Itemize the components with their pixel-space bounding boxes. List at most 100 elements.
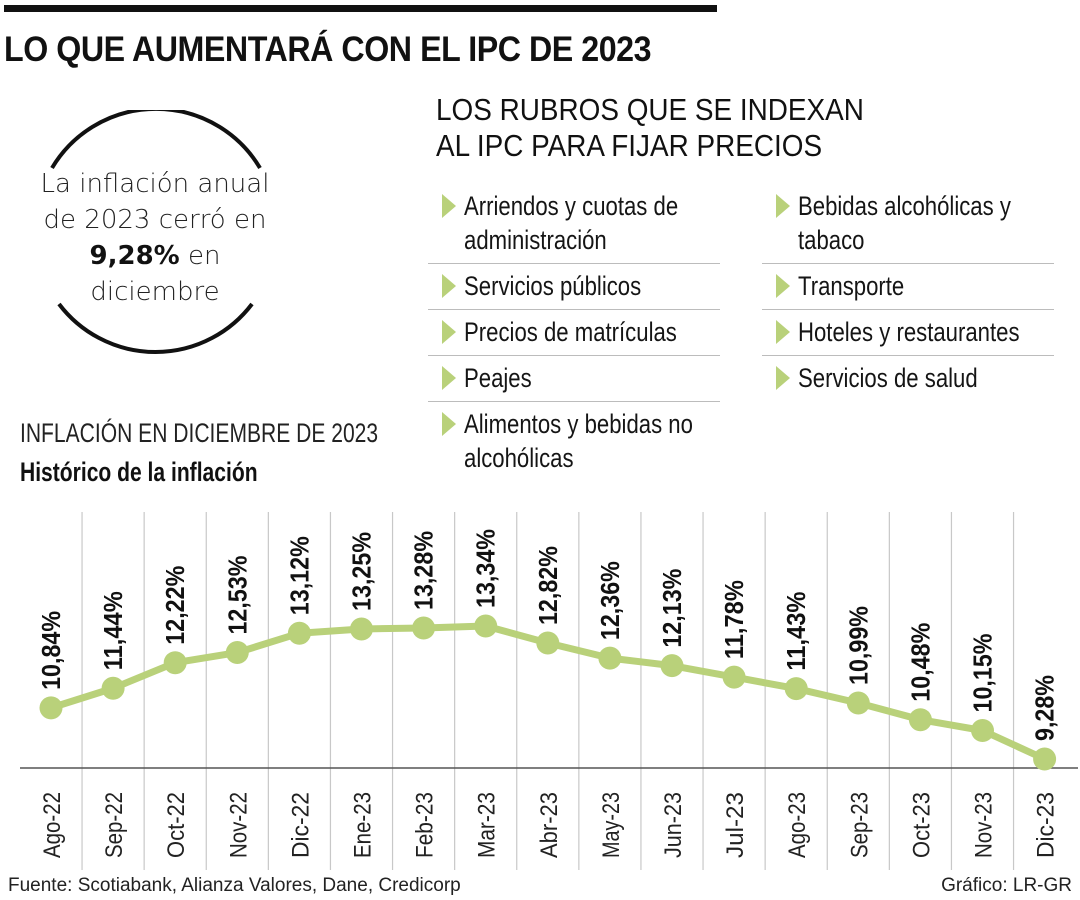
callout-line-2: de 2023 cerró en <box>43 205 267 235</box>
data-label: 11,44% <box>98 591 128 670</box>
data-point <box>163 651 187 675</box>
x-tick-label: Oct-23 <box>908 792 935 858</box>
data-label: 10,99% <box>843 606 873 685</box>
list-item: Peajes <box>428 356 720 402</box>
triangle-right-icon <box>776 274 790 298</box>
indexed-items-title: LOS RUBROS QUE SE INDEXAN AL IPC PARA FI… <box>436 92 864 164</box>
data-point <box>39 696 63 720</box>
data-point <box>350 617 373 641</box>
data-label: 12,82% <box>533 546 563 625</box>
callout-line-4: diciembre <box>90 277 220 307</box>
data-point <box>784 677 808 701</box>
data-point <box>225 641 249 665</box>
list-item-label: Servicios públicos <box>464 271 642 301</box>
data-point <box>1033 747 1057 771</box>
x-tick-label: Ago-22 <box>39 792 66 858</box>
list-item-label: Arriendos y cuotas de <box>464 191 679 221</box>
x-tick-label: Dic-23 <box>1033 792 1060 858</box>
triangle-right-icon <box>442 366 456 390</box>
data-point <box>722 665 746 689</box>
x-tick-label: Abr-23 <box>536 792 563 858</box>
top-rule <box>4 5 717 12</box>
triangle-right-icon <box>442 320 456 344</box>
list-item-label: Bebidas alcohólicas y <box>798 191 1011 221</box>
list-item: Servicios públicos <box>428 264 720 310</box>
graphic-credit: Gráfico: LR-GR <box>941 875 1072 896</box>
list-item: Precios de matrículas <box>428 310 720 356</box>
data-label: 10,48% <box>905 623 935 702</box>
x-tick-label: Oct-22 <box>163 792 190 858</box>
data-point <box>660 654 684 678</box>
list-item: Transporte <box>762 264 1054 310</box>
chart-canvas: 10,84% Ago-22 11,44% Sep-22 12,22% Oct-22 12,5… <box>20 512 1078 870</box>
data-point <box>598 646 622 670</box>
list-item: Arriendos y cuotas de administración <box>428 184 720 264</box>
x-tick-label: Dic-22 <box>287 792 314 858</box>
data-point <box>474 614 498 638</box>
list-item-label: Transporte <box>798 271 905 301</box>
data-label: 13,12% <box>284 536 314 615</box>
list-item-label: Peajes <box>464 363 532 393</box>
list-item-label: Hoteles y restaurantes <box>798 317 1020 347</box>
data-point <box>101 676 125 700</box>
x-tick-label: May-23 <box>598 792 625 858</box>
data-label: 13,28% <box>409 531 439 610</box>
data-label: 11,78% <box>719 580 749 659</box>
indexed-items-title-line-2: AL IPC PARA FIJAR PRECIOS <box>436 128 823 163</box>
list-item-label-cont: alcohólicas <box>464 443 574 473</box>
triangle-right-icon <box>442 274 456 298</box>
triangle-right-icon <box>776 320 790 344</box>
data-point <box>287 621 311 645</box>
callout-line-3-rest: en <box>179 241 221 271</box>
triangle-right-icon <box>442 194 456 218</box>
data-label: 13,25% <box>347 532 377 611</box>
list-item: Servicios de salud <box>762 356 1054 401</box>
list-item-label: Servicios de salud <box>798 363 978 393</box>
data-point <box>971 719 994 742</box>
data-label: 12,22% <box>160 566 190 645</box>
list-item-label: Alimentos y bebidas no <box>464 409 693 439</box>
page-title: LO QUE AUMENTARÁ CON EL IPC DE 2023 <box>4 30 652 69</box>
x-tick-label: Feb-23 <box>412 792 439 858</box>
chart-subtitle: Histórico de la inflación <box>20 457 258 487</box>
x-tick-label: Ene-23 <box>350 792 377 858</box>
data-point <box>908 708 932 732</box>
indexed-items-right-column: Bebidas alcohólicas y tabaco Transporte … <box>762 184 1054 401</box>
x-tick-label: Mar-23 <box>474 792 501 858</box>
callout-highlight-value: 9,28% <box>89 241 180 271</box>
list-item: Hoteles y restaurantes <box>762 310 1054 356</box>
list-item: Alimentos y bebidas no alcohólicas <box>428 402 720 481</box>
chart-title: INFLACIÓN EN DICIEMBRE DE 2023 <box>20 418 379 448</box>
callout-line-3: 9,28% en <box>20 238 290 274</box>
x-tick-label: Nov-23 <box>971 792 998 858</box>
x-tick-label: Ago-23 <box>784 792 811 858</box>
data-label: 12,53% <box>222 556 252 635</box>
data-point <box>412 616 436 640</box>
data-label: 12,13% <box>657 569 687 648</box>
indexed-items-left-column: Arriendos y cuotas de administración Ser… <box>428 184 720 481</box>
data-point <box>846 691 870 715</box>
inflation-line-chart: 10,84% Ago-22 11,44% Sep-22 12,22% Oct-22 12,5… <box>0 490 1080 870</box>
list-item-label-cont: tabaco <box>798 225 865 255</box>
x-tick-label: Sep-22 <box>101 792 128 858</box>
data-label: 11,43% <box>781 592 811 671</box>
triangle-right-icon <box>776 194 790 218</box>
triangle-right-icon <box>776 366 790 390</box>
list-item-label-cont: administración <box>464 225 607 255</box>
callout-text: La inflación anual de 2023 cerró en 9,28… <box>20 166 290 310</box>
x-tick-label: Jun-23 <box>660 792 687 858</box>
data-label: 10,15% <box>968 634 998 713</box>
x-tick-label: Jul-23 <box>722 792 749 858</box>
callout-line-1: La inflación anual <box>40 169 270 199</box>
triangle-right-icon <box>442 412 456 436</box>
data-label: 9,28% <box>1030 675 1060 741</box>
x-tick-label: Sep-23 <box>846 792 873 858</box>
data-label: 12,36% <box>595 561 625 640</box>
source-note: Fuente: Scotiabank, Alianza Valores, Dan… <box>8 875 461 896</box>
data-label: 10,84% <box>36 611 66 690</box>
x-tick-label: Nov-22 <box>225 792 252 858</box>
data-point <box>536 631 560 655</box>
list-item: Bebidas alcohólicas y tabaco <box>762 184 1054 264</box>
list-item-label: Precios de matrículas <box>464 317 677 347</box>
inflation-callout: La inflación anual de 2023 cerró en 9,28… <box>20 110 290 370</box>
